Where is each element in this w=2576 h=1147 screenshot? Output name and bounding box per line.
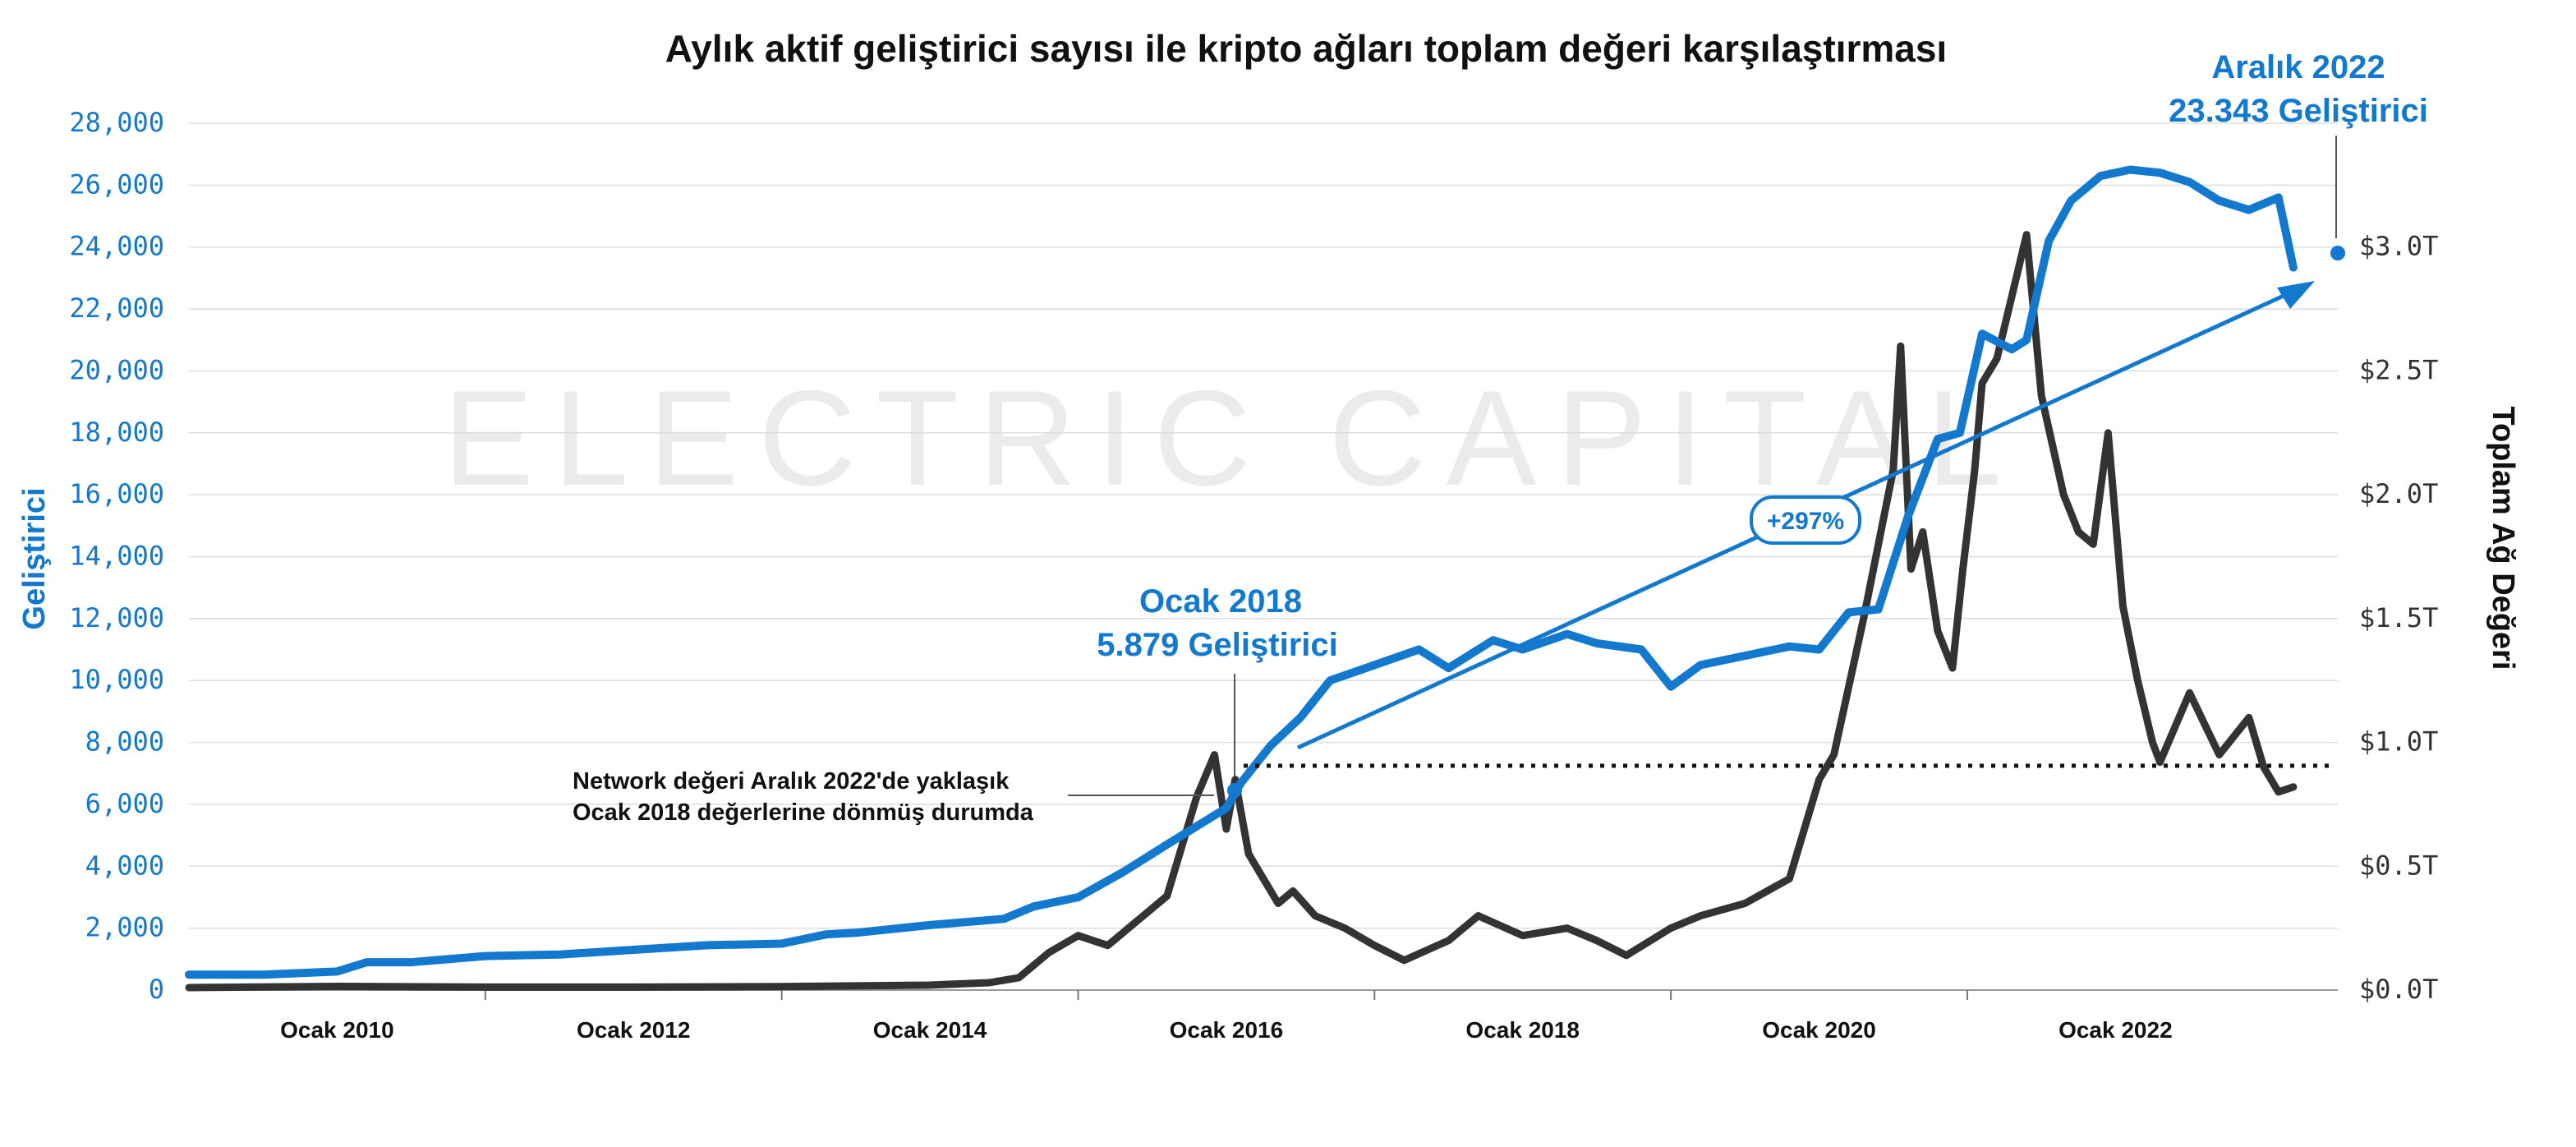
series-developers-line [189, 170, 2293, 975]
network-note: Network değeri Aralık 2022'de yaklaşık O… [573, 768, 1214, 826]
x-tick-2: Ocak 2014 [873, 1017, 987, 1043]
growth-badge-label: +297% [1767, 508, 1844, 535]
y-tick-left-13: 26,000 [69, 168, 164, 200]
y-axis-right: $0.0T $0.5T $1.0T $1.5T $2.0T $2.5T $3.0T [2359, 231, 2438, 1005]
y-tick-left-0: 0 [149, 974, 164, 1005]
y-tick-right-1: $0.5T [2359, 850, 2438, 881]
grid [189, 123, 2338, 990]
y-tick-left-8: 16,000 [69, 478, 164, 509]
x-tick-0: Ocak 2010 [280, 1017, 394, 1043]
y-tick-left-3: 6,000 [85, 788, 164, 819]
y-tick-right-0: $0.0T [2359, 974, 2438, 1005]
chart-title: Aylık aktif geliştirici sayısı ile kript… [665, 27, 1947, 70]
y-tick-right-6: $3.0T [2359, 231, 2438, 262]
y-tick-right-2: $1.0T [2359, 726, 2438, 758]
y-axis-left-label: Geliştirici [17, 487, 52, 629]
start-label-date: Ocak 2018 [1139, 583, 1302, 620]
end-label-count: 23.343 Geliştirici [2169, 93, 2428, 129]
end-label-date: Aralık 2022 [2211, 49, 2385, 85]
y-tick-left-1: 2,000 [85, 912, 164, 943]
y-tick-left-7: 14,000 [69, 541, 164, 572]
y-axis-left: 0 2,000 4,000 6,000 8,000 10,000 12,000 14,000 1… [69, 107, 164, 1005]
y-tick-left-6: 12,000 [69, 602, 164, 633]
y-tick-left-11: 22,000 [69, 293, 164, 324]
x-tick-1: Ocak 2012 [577, 1017, 691, 1043]
end-annotation: Aralık 2022 23.343 Geliştirici [2169, 49, 2428, 260]
y-tick-left-9: 18,000 [69, 417, 164, 448]
y-tick-left-14: 28,000 [69, 107, 164, 138]
y-tick-left-10: 20,000 [69, 354, 164, 385]
growth-arrow: +297% [1298, 281, 2315, 748]
start-label-count: 5.879 Geliştirici [1097, 627, 1338, 663]
y-tick-left-4: 8,000 [85, 726, 164, 758]
y-tick-left-2: 4,000 [85, 850, 164, 881]
x-tick-5: Ocak 2020 [1762, 1017, 1876, 1043]
x-tick-4: Ocak 2018 [1465, 1017, 1580, 1043]
y-tick-left-12: 24,000 [69, 231, 164, 262]
x-tick-6: Ocak 2022 [2058, 1017, 2173, 1043]
y-axis-right-label: Toplam Ağ Değeri [2486, 407, 2520, 670]
start-marker [1227, 783, 1242, 798]
y-tick-left-5: 10,000 [69, 664, 164, 695]
growth-arrow-head [2277, 281, 2315, 309]
x-axis: Ocak 2010 Ocak 2012 Ocak 2014 Ocak 2016 Ocak… [280, 990, 2173, 1043]
x-tick-3: Ocak 2016 [1170, 1017, 1284, 1043]
y-tick-right-4: $2.0T [2359, 478, 2438, 509]
y-tick-right-3: $1.5T [2359, 602, 2438, 633]
note-line-2: Ocak 2018 değerlerine dönmüş durumda [573, 799, 1034, 826]
end-marker [2330, 246, 2345, 260]
y-tick-right-5: $2.5T [2359, 354, 2438, 385]
watermark: ELECTRIC CAPITAL [443, 362, 2021, 514]
note-line-1: Network değeri Aralık 2022'de yaklaşık [573, 768, 1010, 795]
series-layer [189, 170, 2293, 988]
